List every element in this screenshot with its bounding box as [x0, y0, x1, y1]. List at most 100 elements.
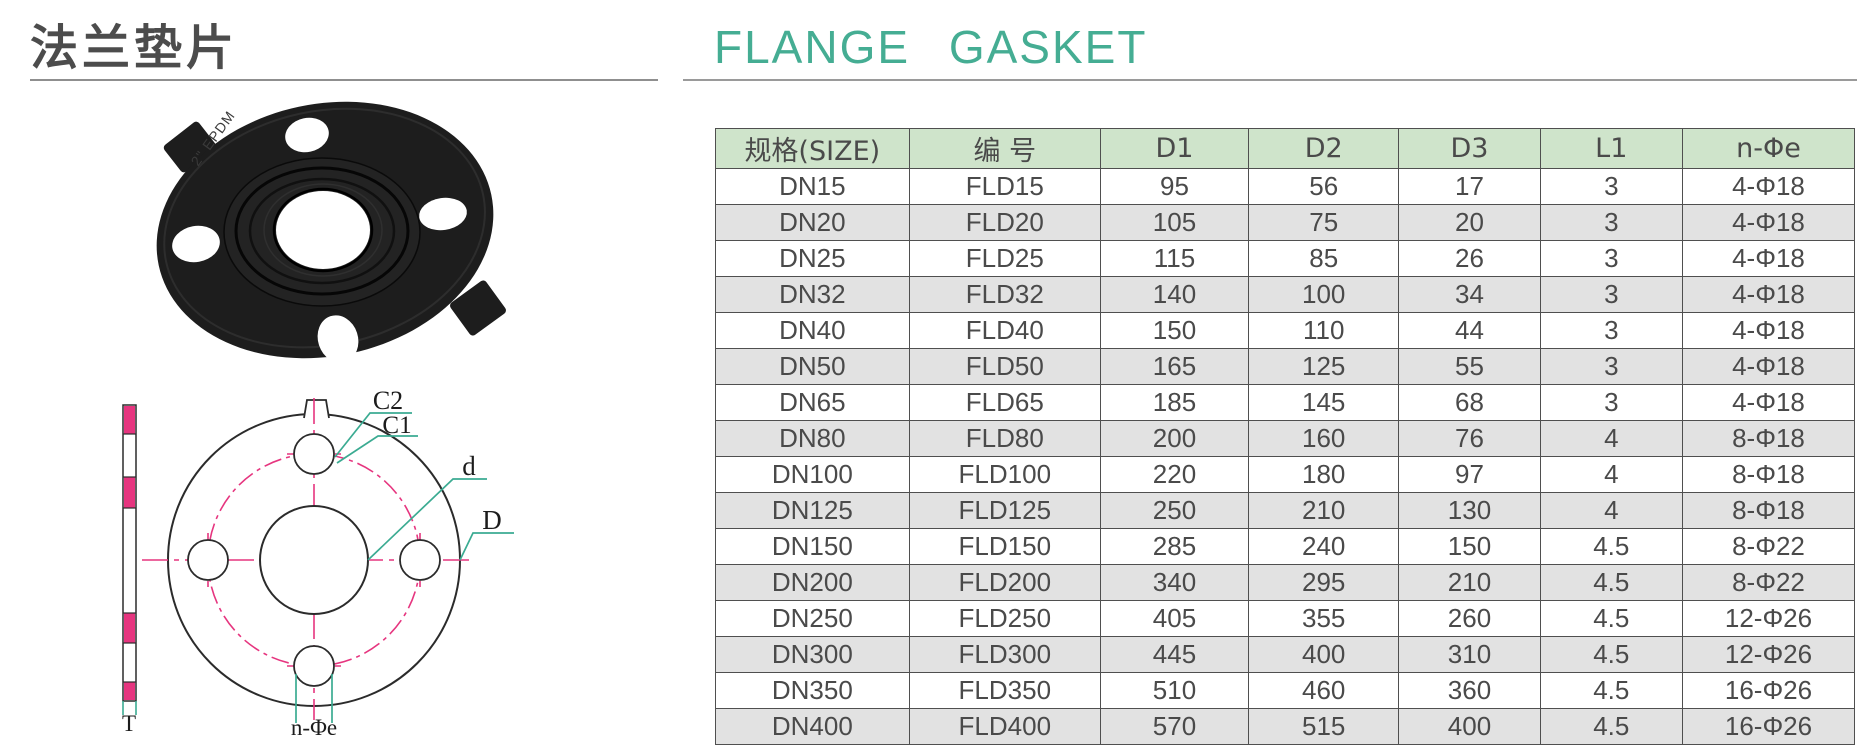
table-cell: DN80	[715, 420, 910, 457]
table-cell: 400	[1248, 636, 1400, 673]
label-c2: C2	[373, 390, 403, 415]
table-row: DN32 FLD32 140 100 34 3 4-Φ18	[715, 276, 1856, 313]
table-cell: 4-Φ18	[1681, 168, 1856, 205]
gasket-tab	[163, 121, 506, 336]
table-cell: 150	[1398, 528, 1541, 565]
table-cell: 4.5	[1539, 636, 1683, 673]
table-cell: 4-Φ18	[1681, 276, 1856, 313]
table-cell: 44	[1398, 312, 1541, 349]
table-cell: 355	[1248, 600, 1400, 637]
table-cell: 12-Φ26	[1681, 600, 1856, 637]
table-cell: 510	[1099, 672, 1250, 709]
table-cell: 210	[1248, 492, 1400, 529]
thickness-leader	[122, 701, 137, 715]
table-cell: FLD150	[908, 528, 1101, 565]
table-cell: DN350	[715, 672, 910, 709]
table-cell: 340	[1099, 564, 1250, 601]
table-cell: 260	[1398, 600, 1541, 637]
table-cell: 4.5	[1539, 528, 1683, 565]
table-cell: DN50	[715, 348, 910, 385]
table-row: DN300 FLD300 445 400 310 4.5 12-Φ26	[715, 636, 1856, 673]
label-bolt-holes: n-Φe	[291, 715, 337, 736]
table-cell: 3	[1539, 276, 1683, 313]
table-cell: 75	[1248, 204, 1400, 241]
table-cell: FLD50	[908, 348, 1101, 385]
table-cell: 140	[1099, 276, 1250, 313]
table-row: DN150 FLD150 285 240 150 4.5 8-Φ22	[715, 528, 1856, 565]
table-cell: 55	[1398, 348, 1541, 385]
table-cell: 85	[1248, 240, 1400, 277]
table-row: DN20 FLD20 105 75 20 3 4-Φ18	[715, 204, 1856, 241]
table-cell: 240	[1248, 528, 1400, 565]
table-cell: 8-Φ18	[1681, 492, 1856, 529]
table-cell: 17	[1398, 168, 1541, 205]
table-cell: 360	[1398, 672, 1541, 709]
table-cell: FLD40	[908, 312, 1101, 349]
table-cell: DN20	[715, 204, 910, 241]
table-row: DN40 FLD40 150 110 44 3 4-Φ18	[715, 312, 1856, 349]
table-cell: 100	[1248, 276, 1400, 313]
table-cell: DN40	[715, 312, 910, 349]
table-cell: 570	[1099, 708, 1250, 745]
table-cell: 405	[1099, 600, 1250, 637]
table-cell: 3	[1539, 348, 1683, 385]
header-cell: D3	[1398, 128, 1541, 169]
table-cell: DN200	[715, 564, 910, 601]
table-cell: 4-Φ18	[1681, 384, 1856, 421]
header-cell: L1	[1539, 128, 1683, 169]
table-row: DN50 FLD50 165 125 55 3 4-Φ18	[715, 348, 1856, 385]
table-cell: 4	[1539, 420, 1683, 457]
table-cell: 4.5	[1539, 564, 1683, 601]
title-rule-left	[30, 79, 658, 81]
table-cell: 16-Φ26	[1681, 708, 1856, 745]
table-cell: 220	[1099, 456, 1250, 493]
table-cell: 56	[1248, 168, 1400, 205]
label-outer-diameter: D	[482, 505, 502, 535]
table-cell: DN400	[715, 708, 910, 745]
table-cell: 4-Φ18	[1681, 348, 1856, 385]
gasket-bolt-holes	[172, 117, 467, 363]
table-cell: 4	[1539, 456, 1683, 493]
table-cell: 8-Φ18	[1681, 420, 1856, 457]
page-title-cn: 法兰垫片	[30, 20, 239, 76]
table-row: DN200 FLD200 340 295 210 4.5 8-Φ22	[715, 564, 1856, 601]
table-cell: 285	[1099, 528, 1250, 565]
table-cell: 12-Φ26	[1681, 636, 1856, 673]
table-cell: 460	[1248, 672, 1400, 709]
table-cell: DN15	[715, 168, 910, 205]
table-cell: 8-Φ22	[1681, 528, 1856, 565]
header-cell: D1	[1099, 128, 1250, 169]
label-thickness: T	[122, 711, 136, 736]
table-cell: 20	[1398, 204, 1541, 241]
table-cell: DN65	[715, 384, 910, 421]
table-cell: FLD80	[908, 420, 1101, 457]
table-cell: 3	[1539, 240, 1683, 277]
page-title-en: FLANGE GASKET	[714, 21, 1148, 73]
table-cell: 160	[1248, 420, 1400, 457]
table-cell: 8-Φ22	[1681, 564, 1856, 601]
table-row: DN25 FLD25 115 85 26 3 4-Φ18	[715, 240, 1856, 277]
table-cell: 8-Φ18	[1681, 456, 1856, 493]
table-cell: FLD250	[908, 600, 1101, 637]
table-cell: 3	[1539, 168, 1683, 205]
table-cell: 3	[1539, 312, 1683, 349]
table-cell: 210	[1398, 564, 1541, 601]
gasket-center-hole	[276, 191, 370, 269]
table-cell: FLD65	[908, 384, 1101, 421]
table-cell: 4-Φ18	[1681, 204, 1856, 241]
table-cell: FLD200	[908, 564, 1101, 601]
table-cell: DN300	[715, 636, 910, 673]
product-photo: 2" EPDM	[156, 101, 506, 363]
table-cell: 200	[1099, 420, 1250, 457]
gasket-center-hole-rim	[272, 187, 374, 273]
table-cell: 130	[1398, 492, 1541, 529]
table-cell: 4-Φ18	[1681, 312, 1856, 349]
table-cell: DN32	[715, 276, 910, 313]
table-cell: FLD25	[908, 240, 1101, 277]
table-cell: 3	[1539, 204, 1683, 241]
label-inner-diameter: d	[462, 451, 476, 481]
header-cell: n-Φe	[1681, 128, 1856, 169]
header-cell: 规格(SIZE)	[715, 128, 910, 169]
table-cell: 250	[1099, 492, 1250, 529]
table-cell: FLD350	[908, 672, 1101, 709]
